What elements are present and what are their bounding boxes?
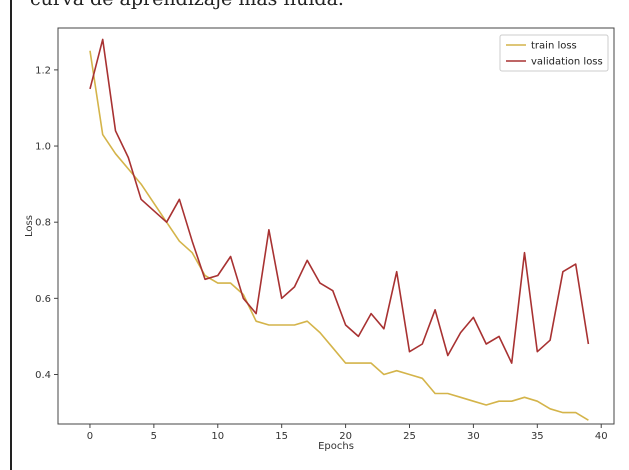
x-tick-label: 30 [467, 431, 480, 442]
x-tick-label: 20 [339, 431, 352, 442]
series-line-train-loss [89, 50, 589, 421]
series-line-validation-loss [89, 38, 590, 364]
x-tick-label: 5 [151, 431, 157, 442]
legend-label-validation-loss: validation loss [531, 57, 603, 68]
x-tick-label: 40 [595, 431, 608, 442]
y-axis-ticks: 0.4 0.6 0.8 1.0 1.2 [35, 65, 58, 381]
y-tick-label: 1.2 [35, 65, 51, 76]
y-tick-label: 0.4 [35, 370, 51, 381]
x-axis-ticks: 0 5 10 15 20 25 30 35 40 [87, 424, 608, 442]
x-tick-label: 25 [403, 431, 416, 442]
plot-area-frame [57, 27, 615, 425]
y-tick-label: 0.8 [35, 218, 51, 229]
x-tick-label: 0 [87, 431, 93, 442]
x-tick-label: 15 [275, 431, 288, 442]
x-tick-label: 10 [211, 431, 224, 442]
cut-off-paragraph-text: curva de aprendizaje más fluida. [30, 0, 344, 10]
series-lines [89, 38, 590, 421]
page-margin-bar [10, 0, 12, 470]
legend-box [499, 34, 609, 72]
legend-label-train-loss: train loss [531, 41, 577, 52]
y-tick-label: 0.6 [35, 294, 51, 305]
x-axis-label: Epochs [318, 441, 354, 452]
y-axis-label: Loss [24, 215, 35, 237]
y-tick-label: 1.0 [35, 142, 51, 153]
legend: train loss validation loss [499, 34, 609, 72]
x-tick-label: 35 [531, 431, 544, 442]
